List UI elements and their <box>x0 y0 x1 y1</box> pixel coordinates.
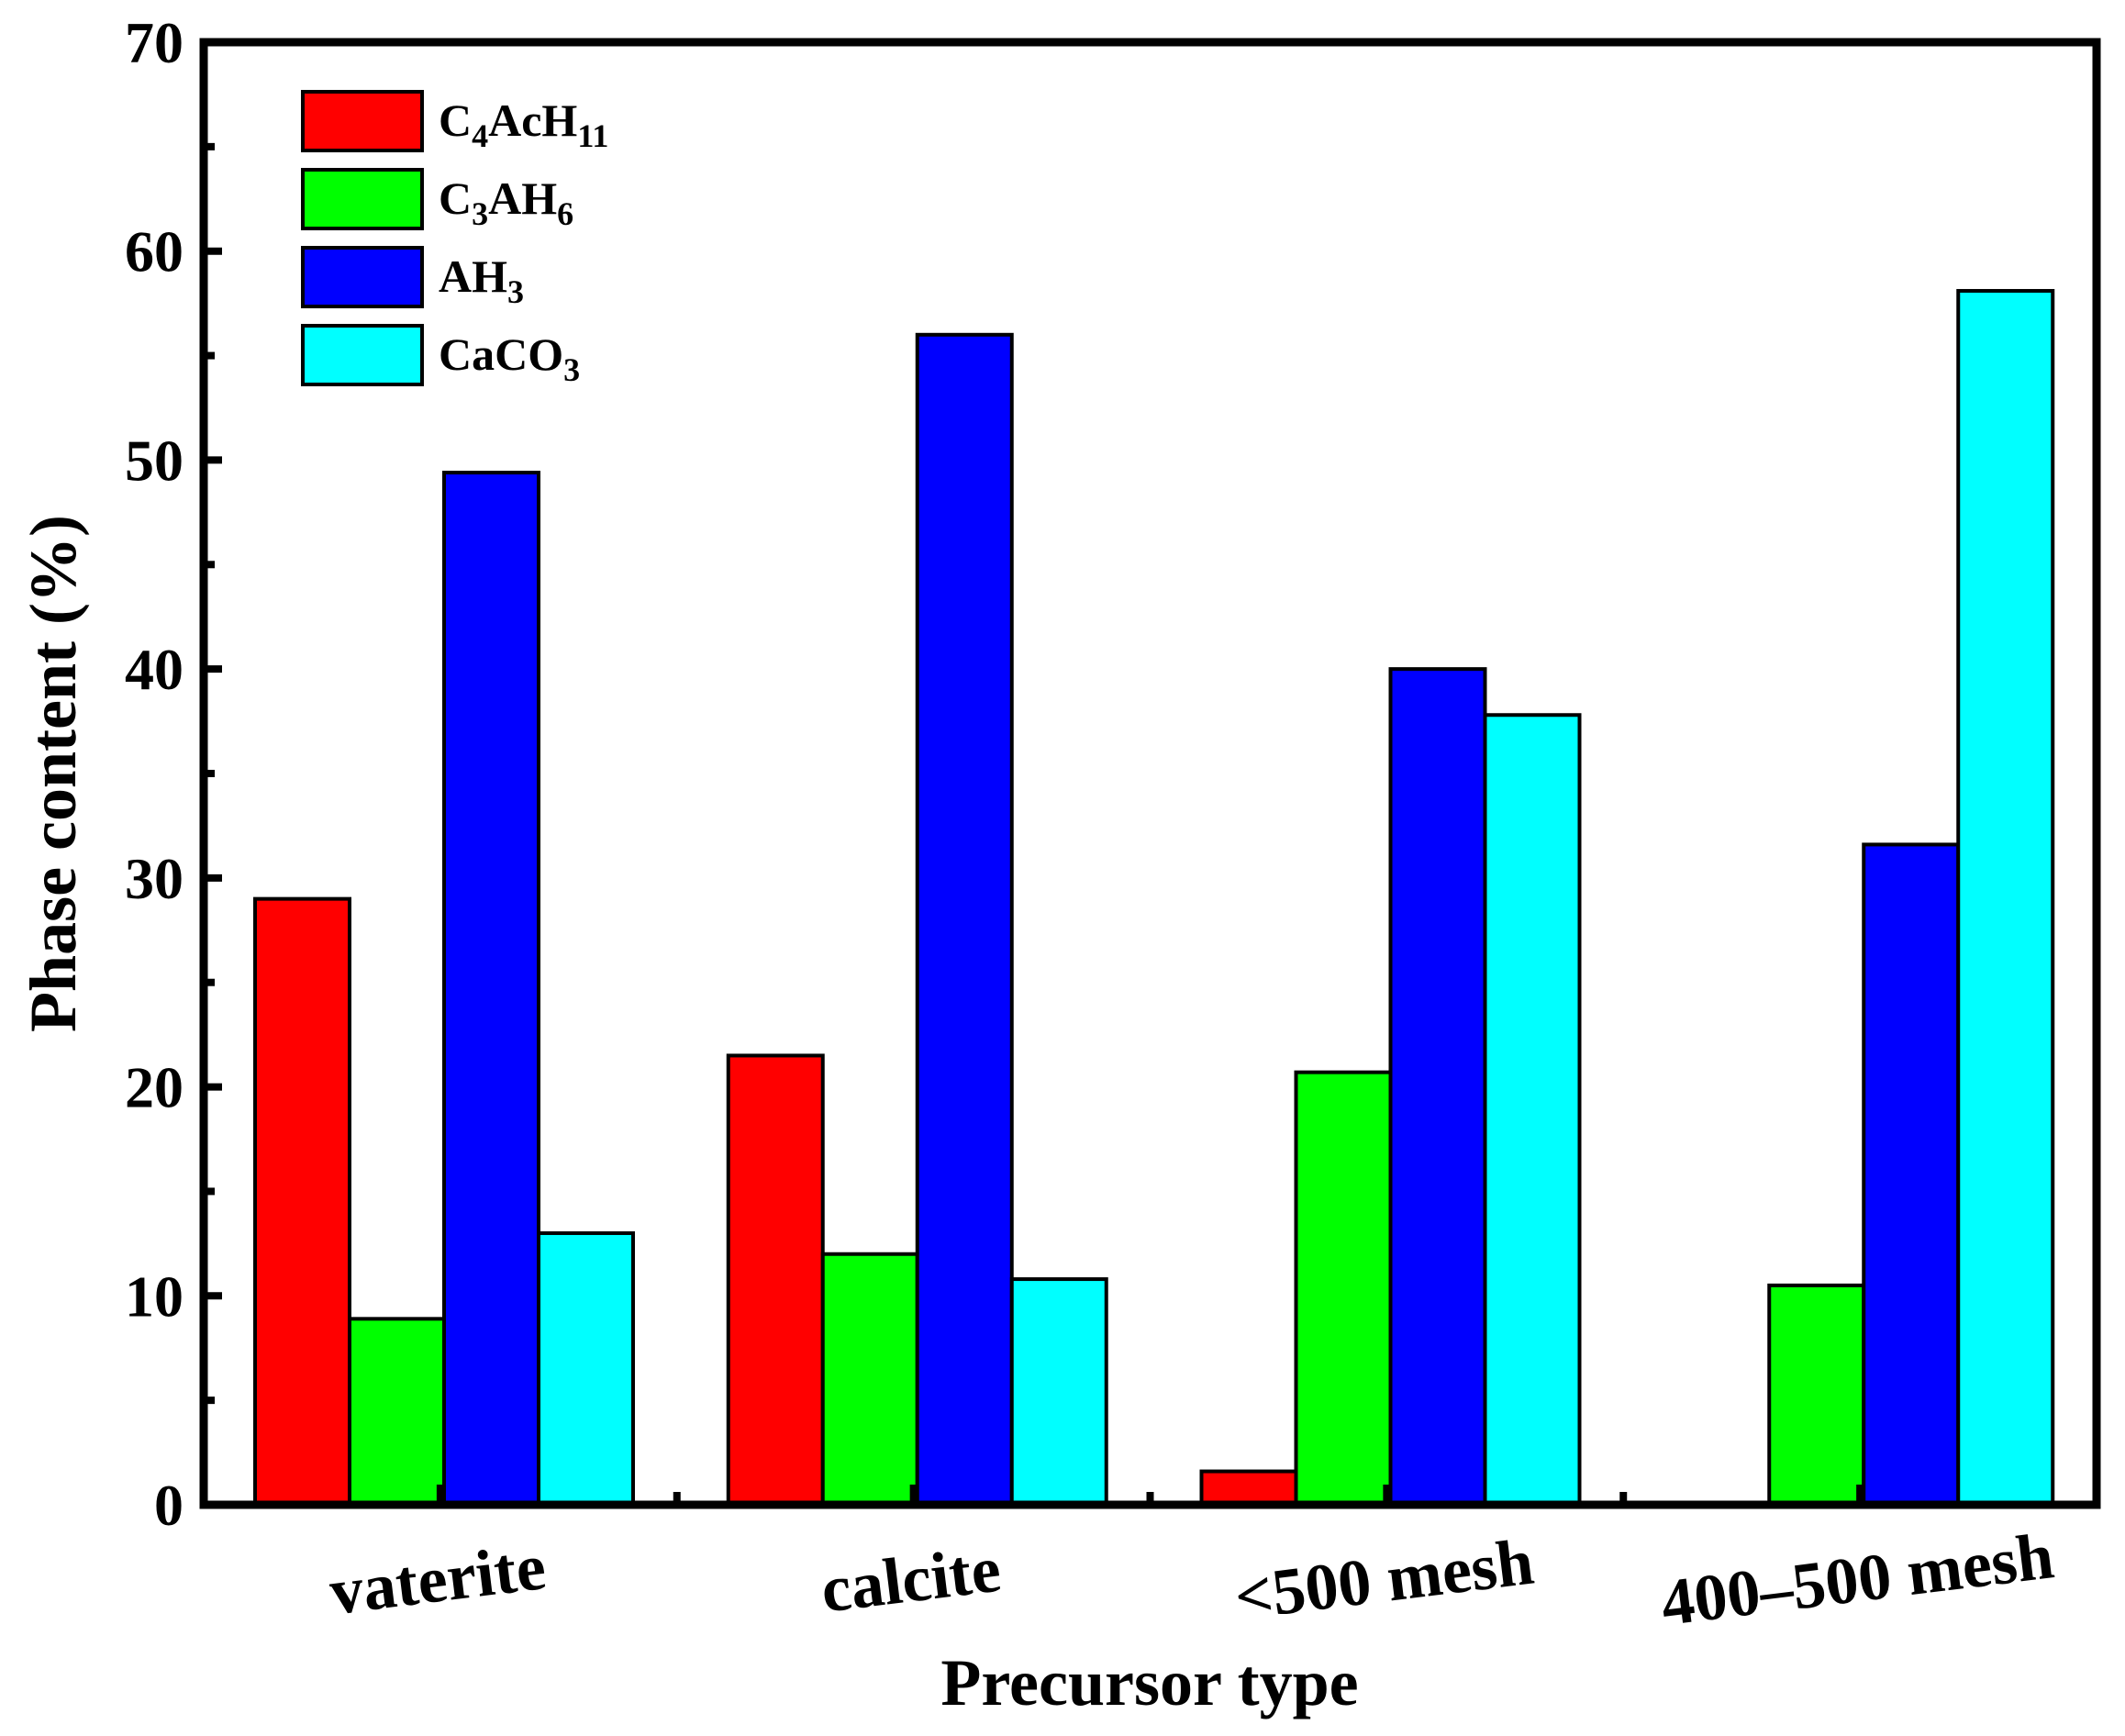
bar-AH3-3 <box>1862 842 1961 1507</box>
x-axis-title: Precursor type <box>940 1646 1358 1719</box>
legend-swatch-C4AcH11 <box>301 90 424 152</box>
bar-CaCO3-2 <box>1483 713 1582 1507</box>
bar-C3AH6-1 <box>820 1252 919 1507</box>
bar-CaCO3-3 <box>1956 288 2055 1508</box>
x-tick-label: vaterite <box>326 1530 550 1629</box>
bar-AH3-1 <box>915 332 1014 1507</box>
bars-group <box>253 288 2055 1508</box>
bar-C4AcH11-0 <box>253 896 351 1507</box>
bar-CaCO3-0 <box>537 1230 635 1507</box>
legend-swatch-AH3 <box>301 246 424 308</box>
bar-CaCO3-1 <box>1009 1277 1108 1508</box>
bar-C3AH6-2 <box>1294 1070 1393 1508</box>
legend-label-C4AcH11: C4AcH11 <box>439 95 608 154</box>
legend-swatch-CaCO3 <box>301 324 424 386</box>
bar-C4AcH11-2 <box>1199 1469 1298 1507</box>
y-axis: 0 10 20 30 40 50 60 70 <box>125 10 222 1538</box>
x-tick-label: 400–500 mesh <box>1657 1519 2058 1640</box>
y-tick-label: 60 <box>125 219 184 284</box>
bar-AH3-0 <box>442 471 540 1507</box>
y-tick-label: 70 <box>125 10 184 75</box>
y-tick-label: 20 <box>125 1055 184 1120</box>
legend-label-C3AH6: C3AH6 <box>439 172 573 232</box>
bar-AH3-2 <box>1388 667 1487 1507</box>
y-tick-label: 50 <box>125 428 184 493</box>
legend-label-CaCO3: CaCO3 <box>439 328 580 388</box>
bar-C3AH6-0 <box>348 1317 446 1507</box>
legend-swatch-C3AH6 <box>301 168 424 230</box>
y-tick-label: 0 <box>154 1473 184 1538</box>
legend-label-AH3: AH3 <box>439 250 524 310</box>
y-tick-label: 10 <box>125 1263 184 1329</box>
y-tick-label: 30 <box>125 846 184 911</box>
bar-C4AcH11-1 <box>726 1053 825 1508</box>
x-tick-label: calcite <box>818 1532 1005 1627</box>
y-axis-title: Phase content (%) <box>17 515 90 1032</box>
bar-C3AH6-3 <box>1767 1283 1866 1508</box>
x-tick-label: <500 mesh <box>1230 1525 1537 1634</box>
y-tick-label: 40 <box>125 637 184 702</box>
legend: C4AcH11 C3AH6 AH3 CaCO3 <box>301 90 608 388</box>
